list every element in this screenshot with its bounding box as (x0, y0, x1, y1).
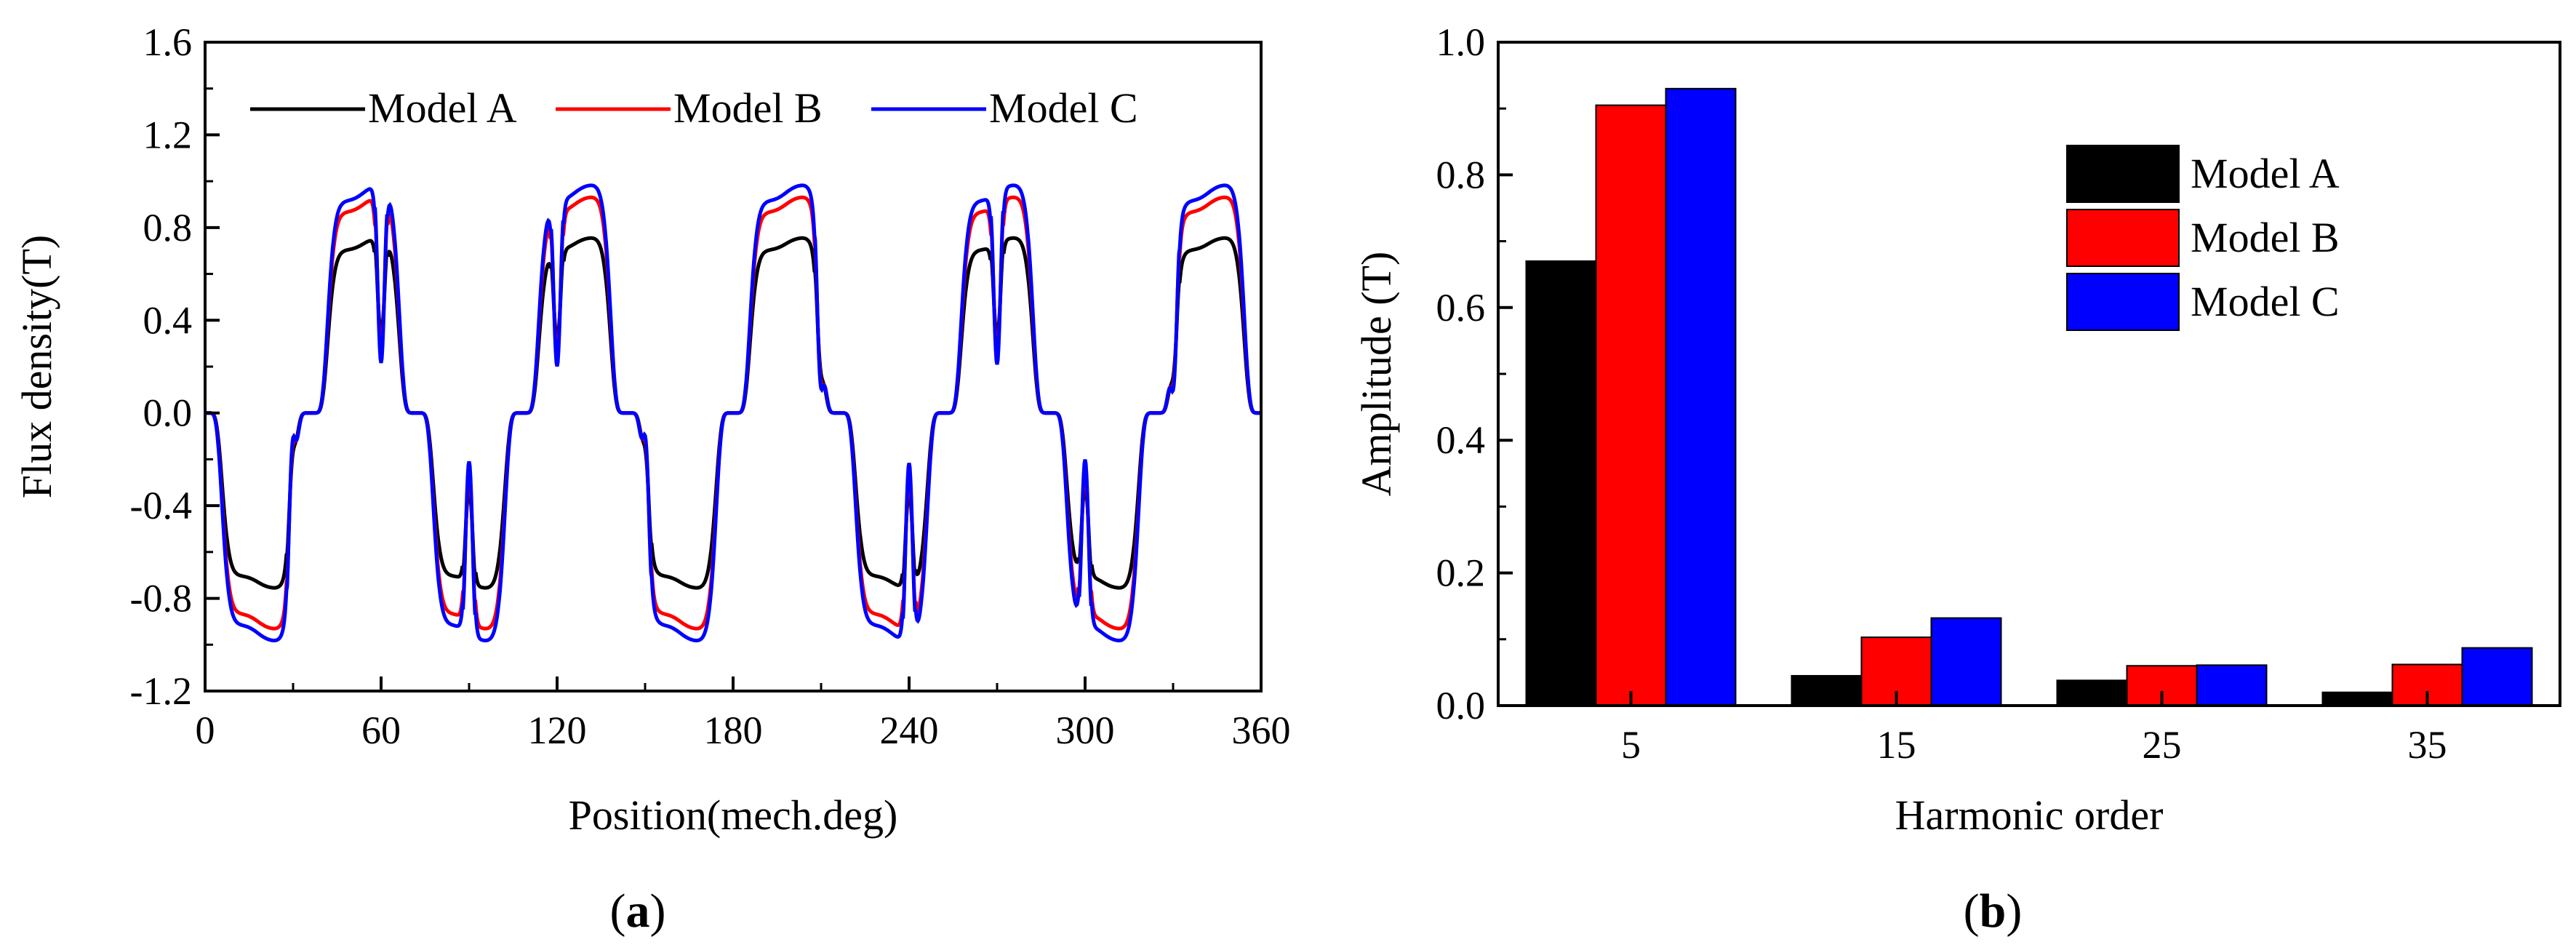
bar-model-a-h5 (1525, 260, 1597, 706)
y-tick-label: 0.8 (143, 206, 193, 250)
legend-label: Model B (2191, 214, 2340, 261)
caption-letter: a (626, 885, 650, 938)
y-tick-label: 1.0 (1436, 20, 1486, 64)
x-tick-label: 120 (528, 708, 587, 752)
legend: Model A Model B Model C (2066, 145, 2340, 331)
x-tick-label: 35 (2408, 723, 2447, 767)
bar-group (1525, 87, 2533, 707)
legend-label: Model B (673, 84, 823, 132)
plot-frame (204, 41, 1263, 692)
axis-ticks (204, 41, 1263, 692)
legend-swatch (2066, 273, 2180, 331)
y-tick-label: 1.2 (143, 113, 193, 156)
legend-label: Model C (989, 84, 1138, 132)
x-tick-label: 60 (361, 708, 401, 752)
x-tick-label: 360 (1232, 708, 1291, 752)
legend-swatch (2066, 145, 2180, 203)
x-tick-label: 180 (704, 708, 763, 752)
x-axis-title: Harmonic order (1895, 791, 2164, 839)
y-tick-label: 0.0 (1436, 684, 1486, 727)
y-tick-label: -1.2 (130, 669, 192, 713)
panel-caption: (a) (610, 885, 666, 938)
bar-model-c-h25 (2196, 664, 2268, 706)
x-axis-title: Position(mech.deg) (569, 791, 898, 839)
y-tick-label: 0.4 (1436, 418, 1486, 462)
bar-chart-panel: 0.0 0.2 0.4 0.6 0.8 1.0 5 15 25 35 Harmonic orde… (1353, 20, 2561, 938)
y-tick-label: 0.0 (143, 391, 193, 435)
line-chart-panel: -1.2 -0.8 -0.4 0.0 0.4 0.8 1.2 1.6 0 60 120 180 240… (13, 20, 1291, 938)
y-tick-label: 0.6 (1436, 286, 1486, 330)
bar-model-c-h15 (1930, 617, 2002, 707)
y-tick-label: -0.4 (130, 484, 192, 527)
y-tick-label: 1.6 (143, 20, 193, 64)
y-tick-label: 0.8 (1436, 153, 1486, 196)
caption-close: ) (650, 885, 666, 938)
x-tick-label: 240 (880, 708, 939, 752)
legend-label: Model C (2191, 278, 2340, 325)
y-tick-label: -0.8 (130, 577, 192, 620)
bar-model-a-h35 (2321, 691, 2393, 707)
line-series-group (205, 183, 1261, 643)
legend-swatch (2066, 209, 2180, 267)
caption-open: ( (610, 885, 626, 938)
caption-letter: b (1980, 885, 2007, 938)
legend-label: Model A (2191, 150, 2340, 197)
bar-model-c-h35 (2461, 647, 2533, 707)
y-tick-labels: -1.2 -0.8 -0.4 0.0 0.4 0.8 1.2 1.6 (130, 20, 192, 713)
bar-model-b-h5 (1595, 104, 1667, 706)
x-tick-labels: 0 60 120 180 240 300 360 (196, 708, 1291, 752)
legend-label: Model A (368, 84, 517, 132)
y-tick-labels: 0.0 0.2 0.4 0.6 0.8 1.0 (1436, 20, 1486, 727)
series-line-model-c (205, 183, 1261, 643)
x-tick-label: 15 (1877, 723, 1916, 767)
caption-open: ( (1964, 885, 1980, 938)
caption-close: ) (2006, 885, 2022, 938)
x-tick-label: 300 (1056, 708, 1115, 752)
y-axis-title: Flux density(T) (13, 235, 60, 498)
x-tick-labels: 5 15 25 35 (1621, 723, 2447, 767)
x-tick-label: 5 (1621, 723, 1641, 767)
bar-model-c-h5 (1665, 87, 1737, 706)
axis-ticks (1498, 41, 2429, 707)
legend: Model A Model B Model C (250, 84, 1138, 132)
y-tick-label: 0.2 (1436, 551, 1486, 595)
x-tick-label: 0 (196, 708, 215, 752)
bar-model-a-h15 (1791, 674, 1863, 707)
y-axis-title: Amplitude (T) (1353, 252, 1400, 497)
bar-model-a-h25 (2056, 679, 2128, 706)
x-tick-label: 25 (2143, 723, 2182, 767)
panel-caption: (b) (1964, 885, 2023, 938)
y-tick-label: 0.4 (143, 298, 193, 342)
